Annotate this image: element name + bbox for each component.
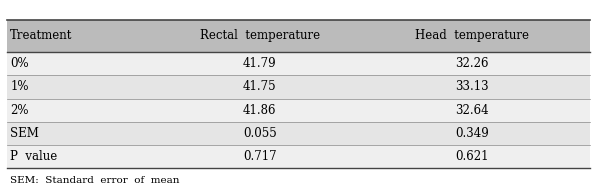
- Text: 0.717: 0.717: [243, 150, 276, 163]
- Text: 0.621: 0.621: [455, 150, 488, 163]
- Text: 41.79: 41.79: [243, 57, 276, 70]
- Text: 33.13: 33.13: [455, 81, 488, 93]
- Text: P  value: P value: [10, 150, 57, 163]
- Text: 41.75: 41.75: [243, 81, 276, 93]
- Text: Treatment: Treatment: [10, 29, 72, 42]
- Text: SEM: SEM: [10, 127, 39, 140]
- Bar: [7, 99, 590, 122]
- Text: 2%: 2%: [10, 104, 29, 117]
- Text: 0%: 0%: [10, 57, 29, 70]
- Text: Head  temperature: Head temperature: [415, 29, 528, 42]
- Text: 32.26: 32.26: [455, 57, 488, 70]
- Text: 0.055: 0.055: [243, 127, 276, 140]
- Text: 32.64: 32.64: [455, 104, 488, 117]
- Text: Rectal  temperature: Rectal temperature: [199, 29, 320, 42]
- Text: 0.349: 0.349: [455, 127, 488, 140]
- Text: SEM:  Standard  error  of  mean: SEM: Standard error of mean: [10, 176, 180, 185]
- Bar: [7, 52, 590, 75]
- Bar: [7, 20, 590, 52]
- Bar: [7, 145, 590, 168]
- Bar: [7, 75, 590, 99]
- Bar: [7, 122, 590, 145]
- Text: 41.86: 41.86: [243, 104, 276, 117]
- Text: 1%: 1%: [10, 81, 29, 93]
